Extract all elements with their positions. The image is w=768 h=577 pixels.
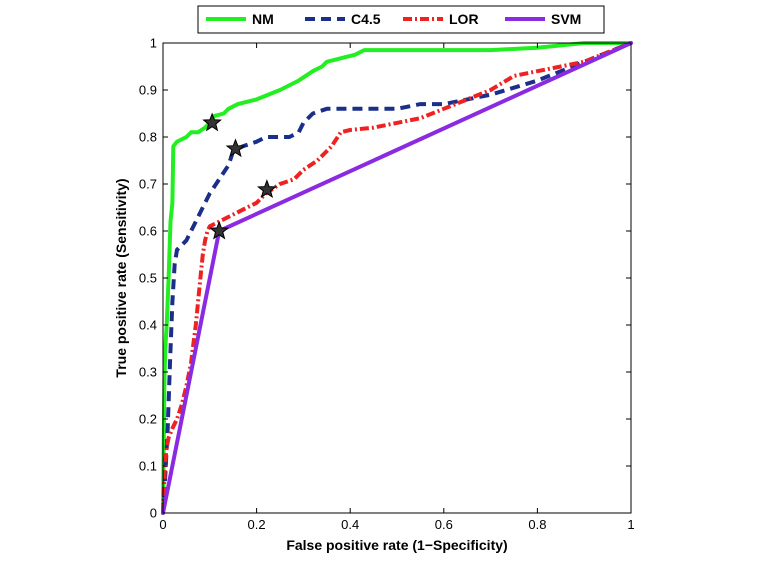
x-axis-ticks: 0 0.2 0.4 0.6 0.8 1 (159, 43, 635, 532)
star-marker-nm (202, 112, 223, 132)
star-marker-svm (209, 220, 230, 240)
legend: NM C4.5 LOR SVM (197, 5, 605, 34)
x-tick-label: 0.2 (248, 517, 266, 532)
x-tick-label: 1 (627, 517, 634, 532)
y-axis-title: True positive rate (Sensitivity) (113, 178, 129, 377)
y-tick-label: 0.2 (139, 412, 157, 427)
y-tick-label: 0.6 (139, 224, 157, 239)
y-tick-label: 0.8 (139, 130, 157, 145)
y-axis-ticks: 0 0.1 0.2 0.3 0.4 0.5 0.6 0.7 0.8 0.9 1 (139, 36, 631, 521)
y-tick-label: 0 (150, 506, 157, 521)
y-tick-label: 0.4 (139, 318, 157, 333)
x-tick-label: 0.6 (435, 517, 453, 532)
y-tick-label: 0.5 (139, 271, 157, 286)
plot-area (163, 43, 631, 513)
legend-label-c4-5: C4.5 (351, 11, 381, 27)
x-axis-title: False positive rate (1−Specificity) (286, 537, 507, 553)
x-tick-label: 0.8 (528, 517, 546, 532)
series-line-lor (161, 41, 632, 514)
y-tick-label: 0.3 (139, 365, 157, 380)
legend-label-lor: LOR (449, 11, 479, 27)
series-line-c4-5 (161, 41, 632, 514)
x-tick-label: 0.4 (341, 517, 359, 532)
star-marker-c4-5 (225, 138, 246, 158)
legend-label-svm: SVM (551, 11, 581, 27)
marker-layer (202, 112, 277, 240)
y-tick-label: 1 (150, 36, 157, 51)
y-tick-label: 0.1 (139, 459, 157, 474)
legend-label-nm: NM (252, 11, 274, 27)
y-tick-label: 0.7 (139, 177, 157, 192)
star-marker-lor (256, 179, 277, 199)
y-tick-label: 0.9 (139, 83, 157, 98)
x-tick-label: 0 (159, 517, 166, 532)
series-line-nm (161, 41, 633, 515)
